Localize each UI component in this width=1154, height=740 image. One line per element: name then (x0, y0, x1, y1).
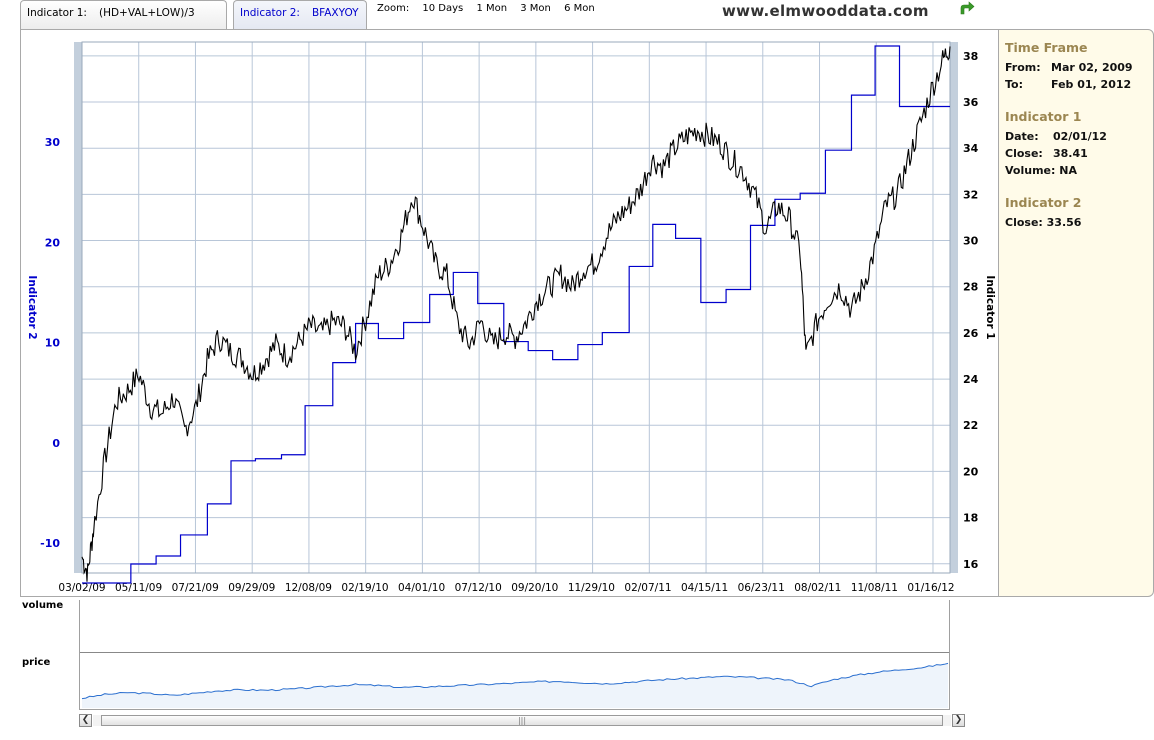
x-tick-label: 09/20/10 (511, 582, 558, 594)
i1-volume-value: NA (1059, 164, 1077, 177)
x-tick-label: 04/15/11 (681, 582, 728, 594)
y-left-tick-label: 20 (45, 236, 61, 249)
zoom-10-days-button[interactable]: 10 Days (422, 3, 464, 14)
info-panel: Time Frame From: Mar 02, 2009 To: Feb 01, … (998, 29, 1154, 597)
y-right-tick-label: 20 (963, 465, 979, 478)
brand-link[interactable]: www.elmwooddata.com (722, 2, 929, 20)
y-right-tick-label: 16 (963, 558, 979, 571)
zoom-label: Zoom: (377, 3, 410, 14)
y-left-tick-label: 10 (45, 337, 61, 350)
x-tick-label: 08/02/11 (794, 582, 841, 594)
grip-icon: ||| (517, 716, 527, 725)
zoom-6-mon-button[interactable]: 6 Mon (564, 3, 595, 14)
to-row: To: Feb 01, 2012 (1005, 78, 1153, 91)
navigator-price-label: price (22, 657, 51, 668)
zoom-1-mon-button[interactable]: 1 Mon (476, 3, 508, 14)
i1-volume-label: Volume: (1005, 164, 1056, 177)
x-tick-label: 02/07/11 (624, 582, 671, 594)
i1-date-row: Date: 02/01/12 (1005, 130, 1153, 143)
x-tick-label: 02/19/10 (341, 582, 388, 594)
x-tick-label: 04/01/10 (398, 582, 445, 594)
x-tick-label: 03/02/09 (58, 582, 105, 594)
from-label: From: (1005, 61, 1041, 74)
y-right-tick-label: 32 (963, 188, 978, 201)
i1-volume-row: Volume: NA (1005, 164, 1153, 177)
x-tick-label: 06/23/11 (738, 582, 785, 594)
x-tick-label: 07/12/10 (455, 582, 502, 594)
x-tick-label: 05/11/09 (115, 582, 162, 594)
chevron-right-icon[interactable]: ❯ (952, 714, 965, 727)
main-chart[interactable]: 16 18 20 22 24 26 28 30 32 34 36 38 -10 0 10 20 30 Indica… (21, 30, 998, 596)
y-right-tick-label: 36 (963, 96, 979, 109)
time-frame-heading: Time Frame (1005, 40, 1088, 55)
i1-close-label: Close: (1005, 147, 1043, 160)
from-row: From: Mar 02, 2009 (1005, 61, 1153, 74)
tab-indicator-2[interactable]: Indicator 2: BFAXYOY (233, 0, 367, 30)
navigator-panel[interactable] (79, 600, 950, 710)
y-right-tick-label: 30 (963, 235, 979, 248)
i1-date-label: Date: (1005, 130, 1039, 143)
y-right-axis-title: Indicator 1 (984, 275, 996, 339)
tab-indicator-2-value: BFAXYOY (311, 7, 359, 19)
navigator-divider (80, 652, 949, 653)
y-right-tick-label: 28 (963, 281, 978, 294)
i2-close-row: Close: 33.56 (1005, 216, 1153, 229)
x-tick-label: 11/29/10 (568, 582, 615, 594)
chart-panel: 16 18 20 22 24 26 28 30 32 34 36 38 -10 0 10 20 30 Indica… (20, 29, 999, 597)
y-right-tick-label: 38 (963, 50, 978, 63)
i2-close-label: Close: (1005, 216, 1043, 229)
y-right-tick-label: 24 (963, 373, 979, 386)
x-tick-label: 12/08/09 (285, 582, 332, 594)
right-axis-band (950, 42, 958, 573)
y-left-tick-label: 30 (45, 136, 61, 149)
tab-indicator-1-value: (HD+VAL+LOW)/3 (98, 7, 195, 19)
y-left-axis-title: Indicator 2 (26, 275, 38, 339)
y-right-tick-label: 34 (963, 142, 979, 155)
chevron-left-icon[interactable]: ❮ (79, 714, 92, 727)
tab-indicator-2-label: Indicator 2: (240, 7, 300, 19)
time-scrollbar[interactable]: ❮ ||| ❯ (79, 714, 965, 727)
scrollbar-thumb[interactable]: ||| (101, 715, 943, 726)
tab-indicator-1-label: Indicator 1: (27, 7, 87, 19)
x-tick-label: 09/29/09 (228, 582, 275, 594)
y-right-tick-label: 22 (963, 419, 978, 432)
navigator-price-area (82, 663, 948, 708)
i1-close-row: Close: 38.41 (1005, 147, 1153, 160)
i1-close-value: 38.41 (1053, 147, 1088, 160)
x-tick-label: 01/16/12 (907, 582, 954, 594)
y-right-tick-label: 18 (963, 512, 978, 525)
y-left-tick-label: -10 (40, 537, 60, 550)
green-arrow-icon[interactable] (958, 0, 976, 18)
navigator-volume-label: volume (22, 600, 64, 611)
to-value: Feb 01, 2012 (1051, 78, 1132, 91)
zoom-bar: Zoom: 10 Days 1 Mon 3 Mon 6 Mon (377, 3, 605, 14)
x-tick-label: 07/21/09 (172, 582, 219, 594)
indicator-2-heading: Indicator 2 (1005, 195, 1082, 210)
zoom-3-mon-button[interactable]: 3 Mon (520, 3, 551, 14)
to-label: To: (1005, 78, 1023, 91)
from-value: Mar 02, 2009 (1051, 61, 1133, 74)
series-line-indicator-1 (81, 46, 951, 582)
plot-border (81, 41, 951, 574)
i2-close-value: 33.56 (1046, 216, 1082, 229)
y-right-tick-label: 26 (963, 327, 979, 340)
indicator-1-heading: Indicator 1 (1005, 109, 1082, 124)
navigator-price-line (81, 662, 949, 700)
left-axis-band (74, 42, 82, 573)
y-left-tick-label: 0 (52, 437, 60, 450)
x-tick-label: 11/08/11 (851, 582, 898, 594)
i1-date-value: 02/01/12 (1053, 130, 1107, 143)
tab-indicator-1[interactable]: Indicator 1: (HD+VAL+LOW)/3 (20, 0, 227, 30)
navigator-price-chart[interactable] (80, 653, 949, 708)
